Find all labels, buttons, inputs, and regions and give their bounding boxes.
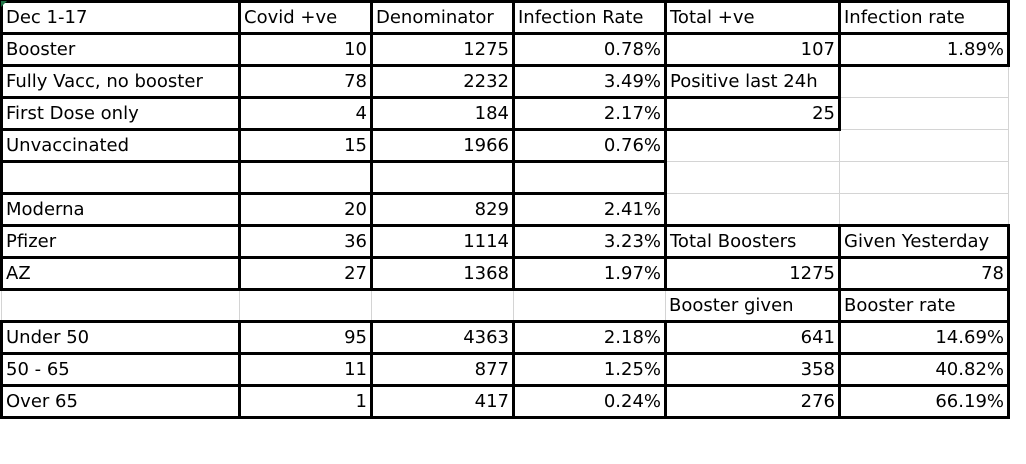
denominator-cell[interactable]: 1114 — [371, 225, 515, 259]
empty-cell[interactable] — [239, 289, 372, 322]
covid-positive-cell[interactable]: 20 — [239, 193, 373, 227]
empty-cell[interactable] — [665, 193, 840, 226]
overall-infection-rate-value[interactable]: 1.89% — [839, 33, 1010, 67]
covid-positive-cell[interactable]: 1 — [239, 385, 373, 419]
empty-cell[interactable] — [239, 161, 373, 195]
positive-last-24h-value[interactable]: 25 — [665, 97, 841, 131]
header-period[interactable]: Dec 1-17 — [0, 0, 241, 35]
denominator-cell[interactable]: 877 — [371, 353, 515, 387]
empty-cell[interactable] — [371, 161, 515, 195]
booster-given-label[interactable]: Booster given — [665, 289, 841, 322]
row-label[interactable]: Under 50 — [0, 320, 241, 355]
empty-cell[interactable] — [665, 161, 840, 194]
row-label[interactable]: Over 65 — [0, 385, 241, 419]
covid-positive-cell[interactable]: 78 — [239, 65, 373, 99]
denominator-cell[interactable]: 829 — [371, 193, 515, 227]
booster-rate-cell[interactable]: 14.69% — [839, 320, 1010, 355]
table-row: Fully Vacc, no booster 78 2232 3.49% Pos… — [0, 65, 1009, 99]
selection-corner-icon — [1, 1, 7, 7]
given-yesterday-value[interactable]: 78 — [839, 257, 1010, 291]
covid-positive-cell[interactable]: 15 — [239, 129, 373, 163]
infection-rate-cell[interactable]: 0.76% — [513, 129, 667, 163]
booster-given-cell[interactable]: 276 — [665, 385, 841, 419]
denominator-cell[interactable]: 417 — [371, 385, 515, 419]
table-row: Unvaccinated 15 1966 0.76% — [0, 129, 1009, 163]
table-row: Over 65 1 417 0.24% 276 66.19% — [0, 385, 1010, 419]
spreadsheet-grid: Dec 1-17 Covid +ve Denominator Infection… — [0, 0, 1010, 419]
empty-cell[interactable] — [839, 65, 1009, 98]
row-label[interactable]: Fully Vacc, no booster — [0, 65, 241, 99]
empty-cell[interactable] — [839, 161, 1009, 194]
given-yesterday-label[interactable]: Given Yesterday — [839, 224, 1010, 259]
booster-given-cell[interactable]: 358 — [665, 353, 841, 387]
booster-rate-cell[interactable]: 40.82% — [839, 353, 1010, 387]
row-label[interactable]: 50 - 65 — [0, 353, 241, 387]
infection-rate-cell[interactable]: 2.41% — [513, 193, 667, 227]
infection-rate-cell[interactable]: 1.25% — [513, 353, 667, 387]
infection-rate-cell[interactable]: 3.49% — [513, 65, 667, 99]
table-row: Under 50 95 4363 2.18% 641 14.69% — [0, 320, 1010, 355]
total-positive-value[interactable]: 107 — [665, 33, 841, 67]
booster-rate-label[interactable]: Booster rate — [839, 289, 1010, 322]
denominator-cell[interactable]: 184 — [371, 97, 515, 131]
header-overall-infection-rate[interactable]: Infection rate — [839, 0, 1010, 35]
empty-cell[interactable] — [371, 289, 514, 322]
positive-last-24h-label[interactable]: Positive last 24h — [665, 65, 841, 99]
table-row — [0, 161, 1009, 195]
empty-cell[interactable] — [665, 129, 840, 162]
covid-positive-cell[interactable]: 11 — [239, 353, 373, 387]
empty-cell[interactable] — [839, 193, 1009, 226]
row-label[interactable]: Moderna — [0, 193, 241, 227]
denominator-cell[interactable]: 1368 — [371, 257, 515, 291]
header-row: Dec 1-17 Covid +ve Denominator Infection… — [0, 0, 1010, 35]
table-row: 50 - 65 11 877 1.25% 358 40.82% — [0, 353, 1010, 387]
table-row: Booster given Booster rate — [1, 289, 1010, 322]
row-label[interactable]: First Dose only — [0, 97, 241, 131]
table-row: Moderna 20 829 2.41% — [0, 193, 1009, 227]
covid-positive-cell[interactable]: 95 — [239, 320, 373, 355]
denominator-cell[interactable]: 4363 — [371, 320, 515, 355]
table-row: Booster 10 1275 0.78% 107 1.89% — [0, 33, 1010, 67]
header-denominator[interactable]: Denominator — [371, 0, 515, 35]
covid-positive-cell[interactable]: 27 — [239, 257, 373, 291]
infection-rate-cell[interactable]: 2.17% — [513, 97, 667, 131]
row-label[interactable]: AZ — [0, 257, 241, 291]
denominator-cell[interactable]: 2232 — [371, 65, 515, 99]
table-row: First Dose only 4 184 2.17% 25 — [0, 97, 1009, 131]
table-row: Pfizer 36 1114 3.23% Total Boosters Give… — [0, 224, 1010, 259]
infection-rate-cell[interactable]: 2.18% — [513, 320, 667, 355]
header-total-positive[interactable]: Total +ve — [665, 0, 841, 35]
table-row: AZ 27 1368 1.97% 1275 78 — [0, 257, 1010, 291]
denominator-cell[interactable]: 1966 — [371, 129, 515, 163]
empty-cell[interactable] — [839, 129, 1009, 162]
empty-cell[interactable] — [513, 289, 666, 322]
covid-positive-cell[interactable]: 10 — [239, 33, 373, 67]
infection-rate-cell[interactable]: 0.24% — [513, 385, 667, 419]
infection-rate-cell[interactable]: 3.23% — [513, 225, 667, 259]
covid-positive-cell[interactable]: 4 — [239, 97, 373, 131]
empty-cell[interactable] — [513, 161, 667, 195]
denominator-cell[interactable]: 1275 — [371, 33, 515, 67]
booster-given-cell[interactable]: 641 — [665, 320, 841, 355]
total-boosters-value[interactable]: 1275 — [665, 257, 841, 291]
empty-cell[interactable] — [1, 289, 240, 322]
infection-rate-cell[interactable]: 1.97% — [513, 257, 667, 291]
empty-cell[interactable] — [0, 161, 241, 195]
total-boosters-label[interactable]: Total Boosters — [665, 224, 841, 259]
row-label[interactable]: Booster — [0, 33, 241, 67]
booster-rate-cell[interactable]: 66.19% — [839, 385, 1010, 419]
row-label[interactable]: Pfizer — [0, 225, 241, 259]
header-infection-rate[interactable]: Infection Rate — [513, 0, 667, 35]
covid-positive-cell[interactable]: 36 — [239, 225, 373, 259]
row-label[interactable]: Unvaccinated — [0, 129, 241, 163]
empty-cell[interactable] — [839, 97, 1009, 130]
header-covid-positive[interactable]: Covid +ve — [239, 0, 373, 35]
infection-rate-cell[interactable]: 0.78% — [513, 33, 667, 67]
